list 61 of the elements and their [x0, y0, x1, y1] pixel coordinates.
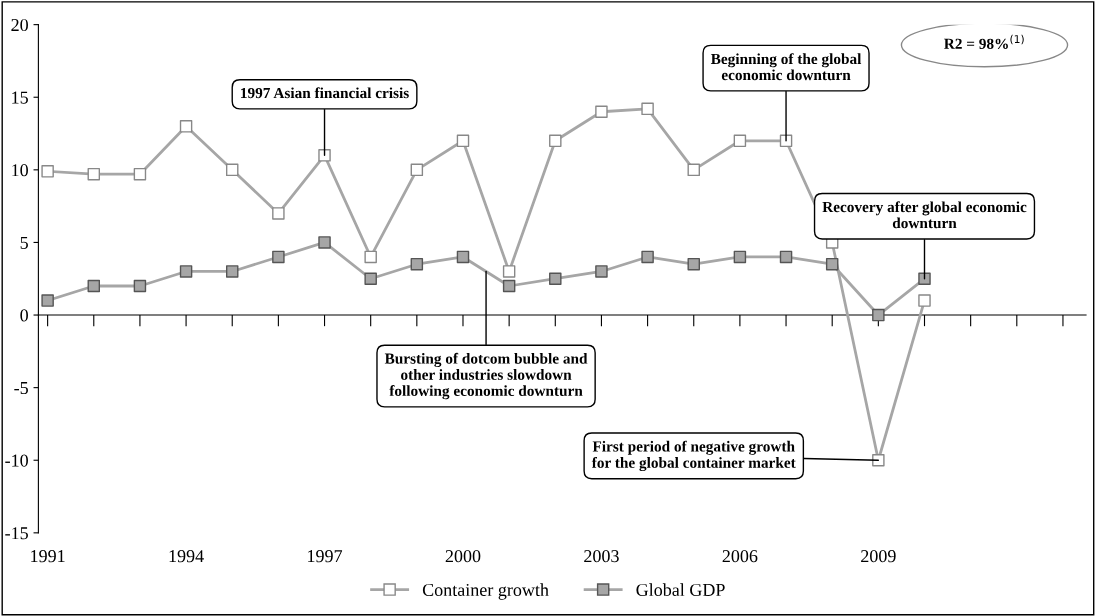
- point: [318, 149, 331, 162]
- point: [272, 207, 285, 220]
- annotation: Beginning of the global economic downturn: [710, 53, 862, 81]
- point: [225, 265, 239, 278]
- point: [41, 294, 54, 307]
- point: [87, 279, 101, 293]
- point: [133, 167, 147, 181]
- point: [918, 294, 931, 307]
- x-tick-label: 1994: [169, 550, 204, 563]
- point: [364, 250, 377, 264]
- point: [410, 257, 424, 271]
- x-tick-label: 1991: [31, 550, 65, 563]
- point: [272, 250, 285, 264]
- y-tick-label: -10: [5, 454, 28, 467]
- point: [595, 105, 608, 119]
- point: [318, 236, 331, 249]
- point: [733, 250, 747, 264]
- annotation: Recovery after global economic downturn: [822, 201, 1027, 229]
- point: [595, 265, 608, 278]
- point: [456, 134, 470, 148]
- x-tick-label: 2003: [584, 550, 619, 563]
- y-tick-label: 5: [20, 236, 28, 249]
- point: [502, 279, 516, 293]
- y-tick-label: 10: [12, 164, 28, 177]
- x-tick-label: 2009: [861, 550, 896, 563]
- annotation: 1997 Asian financial crisis: [241, 87, 409, 99]
- point: [918, 272, 931, 285]
- point: [825, 257, 839, 271]
- point: [87, 167, 101, 181]
- y-tick-label: -15: [5, 527, 28, 540]
- legend-label: Container growth: [422, 583, 549, 600]
- point: [41, 165, 54, 178]
- x-tick-label: 1997: [308, 550, 343, 563]
- point: [641, 102, 654, 116]
- point: [133, 279, 147, 293]
- point: [225, 163, 239, 177]
- point: [549, 272, 562, 285]
- point: [179, 120, 193, 133]
- annotation: First period of negative growth for the global container market: [591, 440, 796, 472]
- point: [641, 250, 654, 264]
- legend-label: Global GDP: [636, 583, 725, 597]
- point: [687, 257, 700, 271]
- y-tick-label: 15: [12, 91, 28, 104]
- x-tick-label: 2000: [445, 550, 481, 563]
- point: [549, 134, 562, 148]
- point: [872, 453, 885, 467]
- y-tick-label: 20: [11, 18, 28, 32]
- point: [872, 308, 885, 322]
- point: [687, 163, 700, 177]
- y-tick-label: 0: [20, 309, 28, 322]
- point: [733, 134, 747, 148]
- point: [179, 265, 193, 278]
- annotation: Bursting of dotcom bubble and other industries slowdown following economic downturn: [384, 352, 588, 400]
- point: [779, 250, 793, 264]
- x-tick-label: 2006: [722, 550, 758, 563]
- annotation: R2 = 98%$^{(1)}$: [944, 34, 1024, 49]
- point: [456, 250, 470, 264]
- y-tick-label: -5: [14, 382, 28, 395]
- point: [364, 272, 377, 285]
- point: [502, 265, 516, 278]
- point: [410, 163, 424, 177]
